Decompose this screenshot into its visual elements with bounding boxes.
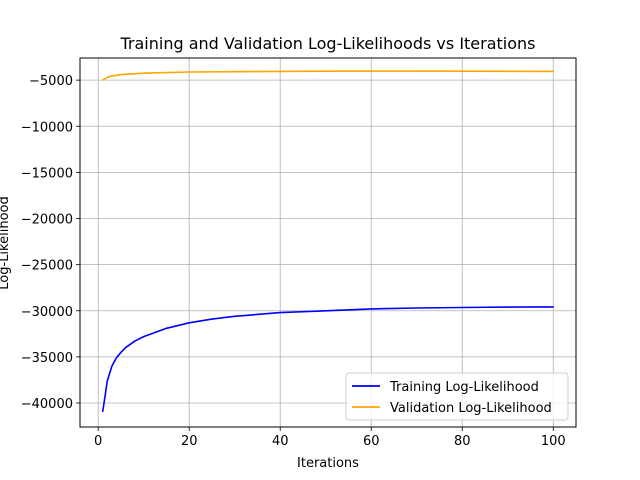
y-tick-label: −30000 [21, 305, 73, 320]
x-tick-label: 100 [541, 434, 566, 449]
x-tick-label: 60 [363, 434, 380, 449]
y-tick-label: −5000 [29, 74, 73, 89]
x-tick-label: 0 [94, 434, 102, 449]
legend: Training Log-Likelihood Validation Log-L… [345, 372, 569, 421]
y-axis-label: Log-Likelihood [0, 196, 12, 289]
legend-label-training: Training Log-Likelihood [389, 380, 539, 395]
x-axis: 0 20 40 60 80 100 [94, 427, 566, 449]
series-layer [102, 70, 555, 413]
y-tick-label: −15000 [21, 166, 73, 181]
chart-title: Training and Validation Log-Likelihoods … [119, 34, 535, 53]
y-axis: −5000 −10000 −15000 −20000 −25000 −30000 −3500… [21, 74, 80, 412]
plot-frame [79, 57, 577, 428]
y-tick-label: −40000 [21, 397, 73, 412]
x-tick-label: 40 [272, 434, 289, 449]
series-line-training [102, 306, 555, 413]
grid [80, 58, 576, 427]
y-tick-label: −20000 [21, 213, 73, 228]
y-tick-label: −35000 [21, 351, 73, 366]
legend-box [345, 372, 569, 421]
legend-label-validation: Validation Log-Likelihood [390, 401, 552, 416]
series-line-validation [102, 70, 555, 81]
y-tick-label: −25000 [21, 259, 73, 274]
y-tick-label: −10000 [21, 120, 73, 135]
x-axis-label: Iterations [297, 456, 359, 471]
x-tick-label: 20 [181, 434, 198, 449]
x-tick-label: 80 [454, 434, 471, 449]
